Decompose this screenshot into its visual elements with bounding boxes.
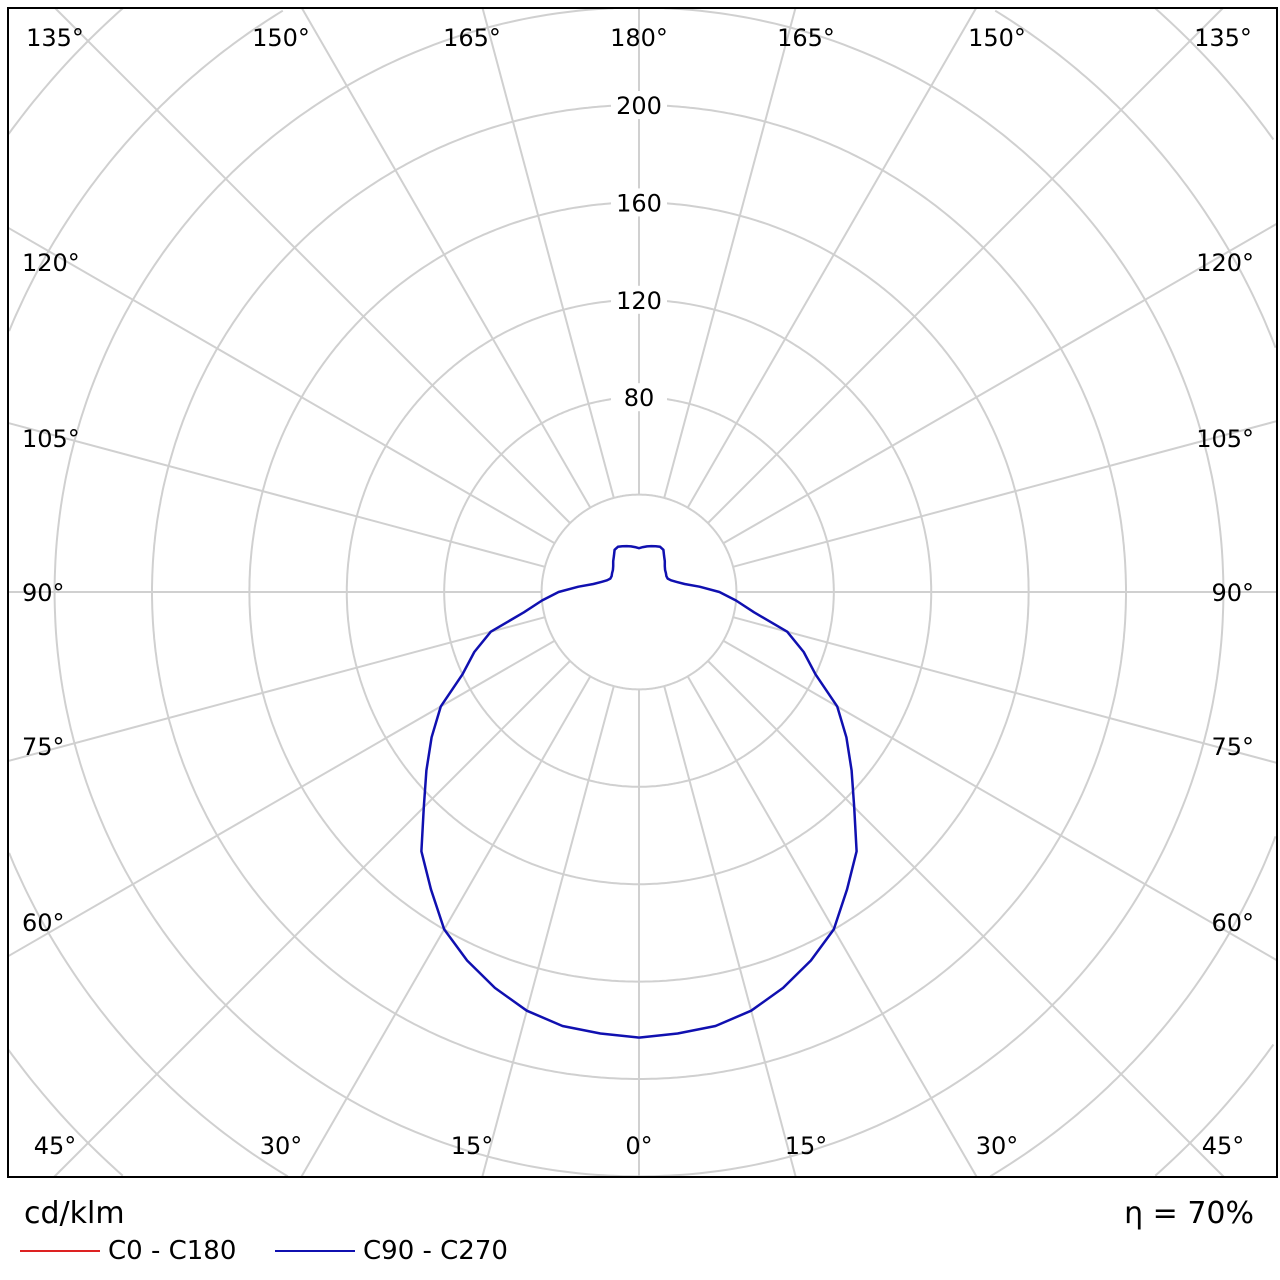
angle-label: 165° bbox=[443, 24, 501, 52]
angle-label: 45° bbox=[1202, 1132, 1245, 1160]
grid-spoke bbox=[722, 639, 1278, 962]
tick-label-bg bbox=[611, 188, 667, 217]
series-curve-1 bbox=[420, 544, 858, 1039]
legend-item-c0-c180: C0 - C180 bbox=[20, 1236, 236, 1266]
angle-label: 60° bbox=[22, 909, 65, 937]
grid-ring bbox=[8, 852, 289, 1178]
angle-label: 30° bbox=[260, 1132, 303, 1160]
angle-label: 75° bbox=[1211, 733, 1254, 761]
grid-spoke bbox=[7, 421, 546, 568]
legend-label: C0 - C180 bbox=[108, 1236, 237, 1266]
grid-spoke bbox=[732, 420, 1278, 568]
grid-spoke bbox=[481, 7, 615, 499]
angle-label: 30° bbox=[976, 1132, 1019, 1160]
radial-tick-label: 80 bbox=[624, 384, 655, 412]
tick-label-bg bbox=[611, 383, 667, 412]
grid-spoke bbox=[663, 7, 797, 499]
grid-spoke bbox=[7, 226, 556, 545]
radial-tick-labels: 80 120 160 200 bbox=[611, 91, 667, 412]
radial-tick-label: 200 bbox=[616, 92, 662, 120]
grid-spoke bbox=[7, 616, 546, 763]
legend-swatch-red bbox=[20, 1250, 100, 1252]
angle-label: 45° bbox=[34, 1132, 77, 1160]
grid-spoke bbox=[707, 7, 1224, 524]
grid-spoke bbox=[53, 660, 571, 1178]
grid-spoke bbox=[722, 222, 1278, 545]
grid-spoke bbox=[686, 7, 978, 509]
efficiency-label: η = 70% bbox=[1124, 1196, 1254, 1231]
legend-swatch-blue bbox=[275, 1250, 355, 1252]
legend-label: C90 - C270 bbox=[363, 1236, 508, 1266]
grid-ring bbox=[7, 7, 124, 135]
angle-label: 15° bbox=[451, 1132, 494, 1160]
tick-label-bg bbox=[611, 285, 667, 314]
grid-ring bbox=[1154, 7, 1275, 141]
grid-ring bbox=[8, 9, 284, 332]
grid-ring bbox=[7, 1049, 124, 1177]
angle-label: 180° bbox=[610, 24, 668, 52]
grid-ring bbox=[989, 835, 1277, 1178]
grid-ring bbox=[1154, 1043, 1275, 1177]
grid-spoke bbox=[707, 660, 1225, 1178]
angle-label: 135° bbox=[1194, 24, 1252, 52]
legend-item-c90-c270: C90 - C270 bbox=[275, 1236, 508, 1266]
angle-label: 90° bbox=[1211, 579, 1254, 607]
grid-spoke bbox=[300, 675, 592, 1178]
angle-label: 60° bbox=[1211, 909, 1254, 937]
plot-frame bbox=[7, 7, 1278, 1178]
grid-spoke bbox=[300, 7, 592, 509]
grid-spoke bbox=[7, 639, 556, 958]
radial-tick-label: 160 bbox=[616, 189, 662, 217]
angle-labels: 135° 150° 165° 180° 165° 150° 135° 45° 30° 15° 0° 1… bbox=[22, 24, 1254, 1160]
angle-label: 120° bbox=[22, 249, 80, 277]
grid-spoke bbox=[54, 7, 571, 524]
angle-label: 135° bbox=[26, 24, 84, 52]
angle-label: 105° bbox=[22, 425, 80, 453]
tick-label-bg bbox=[611, 91, 667, 119]
radial-tick-label: 120 bbox=[616, 287, 662, 315]
angle-label: 105° bbox=[1196, 425, 1254, 453]
grid-ring bbox=[540, 493, 738, 691]
angle-label: 150° bbox=[968, 24, 1026, 52]
grid-spoke bbox=[481, 685, 615, 1178]
grid-spoke bbox=[663, 685, 797, 1178]
angle-label: 75° bbox=[22, 733, 65, 761]
angle-label: 165° bbox=[777, 24, 835, 52]
grid-ring bbox=[994, 9, 1277, 349]
angle-label: 120° bbox=[1196, 249, 1254, 277]
grid-spoke bbox=[686, 675, 978, 1178]
unit-label: cd/klm bbox=[24, 1196, 125, 1231]
curves bbox=[420, 544, 858, 1039]
angle-label: 15° bbox=[785, 1132, 828, 1160]
grid-spoke bbox=[732, 616, 1278, 764]
polar-grid bbox=[7, 7, 1278, 1178]
angle-label: 0° bbox=[625, 1132, 652, 1160]
angle-label: 90° bbox=[22, 579, 65, 607]
angle-label: 150° bbox=[252, 24, 310, 52]
